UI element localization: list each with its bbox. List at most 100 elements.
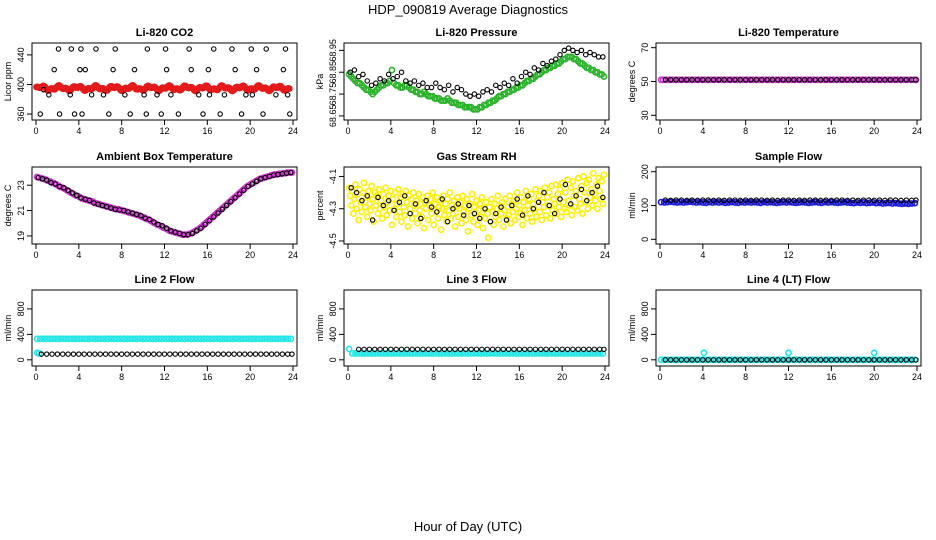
data-point: [93, 46, 99, 52]
series-black: [355, 346, 607, 353]
data-point: [811, 198, 819, 206]
data-point: [578, 182, 585, 190]
data-point: [551, 200, 559, 208]
series-black: [348, 181, 606, 225]
data-point: [833, 197, 840, 203]
data-point: [785, 349, 792, 357]
x-tick-label: 24: [912, 250, 922, 260]
data-point: [667, 198, 675, 206]
data-point: [830, 76, 837, 84]
data-point: [524, 202, 532, 209]
data-point: [221, 92, 228, 98]
data-point: [78, 46, 84, 52]
data-point: [712, 356, 720, 364]
y-axis-label: percent: [315, 190, 325, 221]
data-point: [52, 181, 59, 187]
data-point: [581, 189, 589, 196]
x-tick-label: 20: [557, 250, 567, 260]
data-point: [189, 230, 196, 237]
data-point: [219, 206, 226, 213]
data-point: [913, 77, 919, 83]
data-point: [175, 335, 182, 343]
y-tick-label: -4.5: [328, 233, 338, 249]
data-point: [441, 86, 448, 93]
data-point: [580, 173, 587, 180]
data-point: [172, 351, 178, 357]
data-point: [168, 335, 176, 343]
data-point: [542, 211, 550, 219]
data-point: [120, 335, 128, 343]
data-point: [685, 76, 693, 84]
data-point: [726, 357, 733, 363]
data-point: [495, 216, 503, 224]
data-point: [65, 335, 73, 343]
data-point: [531, 185, 539, 193]
data-point: [756, 76, 763, 84]
data-point: [271, 335, 279, 343]
data-point: [513, 189, 521, 196]
data-point: [126, 335, 134, 343]
data-point: [523, 215, 531, 222]
x-tick-label: 8: [431, 372, 436, 382]
x-tick-label: 16: [202, 250, 212, 260]
data-point: [402, 193, 408, 199]
data-point: [689, 77, 695, 83]
data-point: [817, 357, 824, 363]
data-point: [228, 198, 234, 205]
data-point: [555, 203, 563, 211]
data-point: [92, 351, 98, 357]
x-tick-label: 12: [783, 250, 793, 260]
data-point: [544, 202, 552, 209]
data-point: [355, 73, 362, 80]
x-tick-label: 8: [431, 126, 436, 136]
data-layer: [657, 349, 919, 364]
data-point: [705, 357, 711, 363]
x-tick-label: 0: [345, 250, 350, 260]
data-point: [495, 346, 501, 353]
data-point: [773, 199, 781, 207]
data-point: [662, 197, 669, 203]
data-point: [908, 200, 916, 207]
data-point: [505, 82, 512, 89]
data-point: [847, 356, 855, 364]
x-tick-label: 0: [33, 126, 38, 136]
data-point: [409, 346, 415, 353]
x-tick-label: 4: [700, 126, 705, 136]
data-point: [393, 346, 399, 353]
data-point: [780, 77, 786, 83]
data-point: [523, 69, 529, 75]
data-point: [846, 76, 853, 84]
panel-title: Li-820 CO2: [136, 27, 193, 39]
data-point: [840, 356, 848, 364]
data-point: [483, 350, 491, 357]
data-point: [499, 223, 507, 230]
x-tick-label: 0: [657, 250, 662, 260]
data-point: [245, 335, 253, 343]
data-point: [177, 351, 184, 357]
data-point: [817, 197, 824, 204]
y-tick-label: 800: [16, 301, 26, 316]
data-point: [533, 213, 540, 221]
data-point: [742, 77, 749, 83]
x-tick-label: 24: [912, 126, 922, 136]
data-point: [731, 199, 739, 206]
x-axis-label: Hour of Day (UTC): [414, 519, 522, 534]
data-point: [367, 206, 374, 214]
data-point: [37, 111, 44, 117]
panel-title: Sample Flow: [755, 151, 823, 163]
x-tick-label: 8: [743, 372, 748, 382]
series-yellow: [345, 169, 608, 242]
data-point: [747, 199, 755, 206]
data-point: [506, 192, 514, 200]
data-point: [118, 351, 125, 357]
data-point: [390, 76, 396, 82]
data-layer: [657, 76, 920, 84]
data-point: [476, 215, 483, 222]
data-point: [138, 212, 144, 219]
data-point: [696, 356, 704, 364]
data-point: [564, 176, 571, 184]
chart-panel-6: Sample Flow 0 4 8 12 16 20 24 0 100 200 ml/min: [627, 151, 922, 260]
x-tick-label: 4: [76, 250, 81, 260]
data-point: [775, 77, 781, 83]
data-point: [673, 199, 681, 206]
